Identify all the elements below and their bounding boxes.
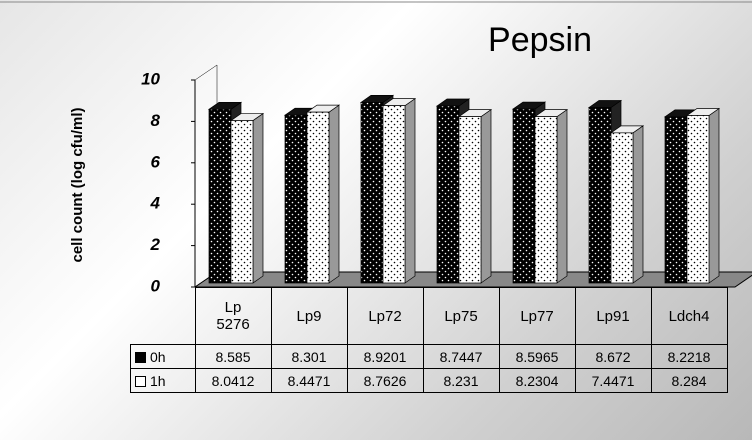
value-cell-text: 8.7626 xyxy=(363,372,407,389)
value-cell-text: 8.231 xyxy=(443,372,479,389)
value-cell: 8.231 xyxy=(422,368,500,393)
value-cell-text: 8.0412 xyxy=(211,372,255,389)
value-cell: 8.585 xyxy=(194,344,272,369)
table-corner xyxy=(131,288,196,345)
data-table: Lp 5276 Lp9 Lp72 Lp75 Lp77 Lp91 Ldch4 0h 8.585 8.… xyxy=(130,287,728,393)
category-label: Lp75 xyxy=(422,287,500,345)
bar-face xyxy=(556,108,568,284)
bar-face xyxy=(708,107,720,284)
bar-face xyxy=(404,97,416,284)
value-cell-text: 8.9201 xyxy=(363,348,407,365)
value-cell: 7.4471 xyxy=(574,368,652,393)
value-cell: 8.7626 xyxy=(346,368,424,393)
bar xyxy=(457,108,493,284)
value-cell-text: 8.301 xyxy=(291,348,327,365)
category-label: Ldch4 xyxy=(650,287,728,345)
legend-entry: 0h xyxy=(130,344,196,369)
bar-face xyxy=(632,125,644,284)
value-cell-text: 8.672 xyxy=(595,348,631,365)
y-tick-label: 10 xyxy=(141,69,160,88)
y-tick-label: 4 xyxy=(150,194,161,213)
bar-face xyxy=(252,112,264,284)
value-cell-text: 8.585 xyxy=(215,348,251,365)
bar-face xyxy=(284,114,308,284)
category-label-text: Lp77 xyxy=(520,307,554,325)
value-cell: 8.672 xyxy=(574,344,652,369)
category-label-text: Ldch4 xyxy=(668,307,710,325)
bar-face xyxy=(664,116,688,284)
legend-label: 1h xyxy=(150,372,166,389)
value-cell: 8.5965 xyxy=(498,344,576,369)
bar-face xyxy=(208,108,232,284)
bar-face xyxy=(686,115,710,284)
bar xyxy=(533,108,569,284)
value-cell: 8.284 xyxy=(650,368,728,393)
value-cell: 8.0412 xyxy=(194,368,272,393)
bar xyxy=(609,125,645,284)
value-cell: 8.4471 xyxy=(270,368,348,393)
bar-face xyxy=(458,116,482,284)
value-cell-text: 8.284 xyxy=(671,372,707,389)
value-cell-text: 7.4471 xyxy=(591,372,635,389)
bar-face xyxy=(588,107,612,284)
category-label-text: Lp9 xyxy=(296,307,322,325)
category-label-text: Lp 5276 xyxy=(216,299,250,333)
category-label: Lp72 xyxy=(346,287,424,345)
category-label: Lp 5276 xyxy=(194,287,272,345)
bar-face xyxy=(480,108,492,284)
bar xyxy=(381,97,417,284)
bar-face xyxy=(436,105,460,284)
chart-title: Pepsin xyxy=(488,21,592,59)
category-label: Lp77 xyxy=(498,287,576,345)
bar xyxy=(229,112,265,284)
bar-face xyxy=(306,111,330,284)
value-cell: 8.7447 xyxy=(422,344,500,369)
bar-face xyxy=(230,120,254,284)
bar-face xyxy=(610,132,634,284)
value-cell-text: 8.2304 xyxy=(515,372,559,389)
value-cell-text: 8.4471 xyxy=(287,372,331,389)
value-cell-text: 8.5965 xyxy=(515,348,559,365)
value-cell: 8.9201 xyxy=(346,344,424,369)
category-label-text: Lp72 xyxy=(368,307,402,325)
y-tick-label: 6 xyxy=(151,152,161,171)
bar-face xyxy=(360,102,384,284)
value-cell-text: 8.2218 xyxy=(667,348,711,365)
bar xyxy=(685,107,721,284)
category-label: Lp91 xyxy=(574,287,652,345)
legend-key xyxy=(135,375,146,387)
category-label: Lp9 xyxy=(270,287,348,345)
legend-entry: 1h xyxy=(130,368,196,393)
value-cell-text: 8.7447 xyxy=(439,348,483,365)
bar-face xyxy=(512,108,536,284)
category-label-text: Lp75 xyxy=(444,307,478,325)
value-cell: 8.2304 xyxy=(498,368,576,393)
y-axis-label: cell count (log cfu/ml) xyxy=(69,107,86,262)
y-tick-label: 8 xyxy=(151,111,161,130)
bar-face xyxy=(534,116,558,284)
legend-label: 0h xyxy=(150,348,166,365)
bar xyxy=(305,104,341,284)
y-tick-label: 0 xyxy=(151,276,161,295)
legend-key xyxy=(135,351,146,363)
category-label-text: Lp91 xyxy=(596,307,630,325)
bar-face xyxy=(328,104,340,284)
bar-face xyxy=(382,105,406,284)
y-tick-label: 2 xyxy=(150,235,161,254)
value-cell: 8.2218 xyxy=(650,344,728,369)
value-cell: 8.301 xyxy=(270,344,348,369)
